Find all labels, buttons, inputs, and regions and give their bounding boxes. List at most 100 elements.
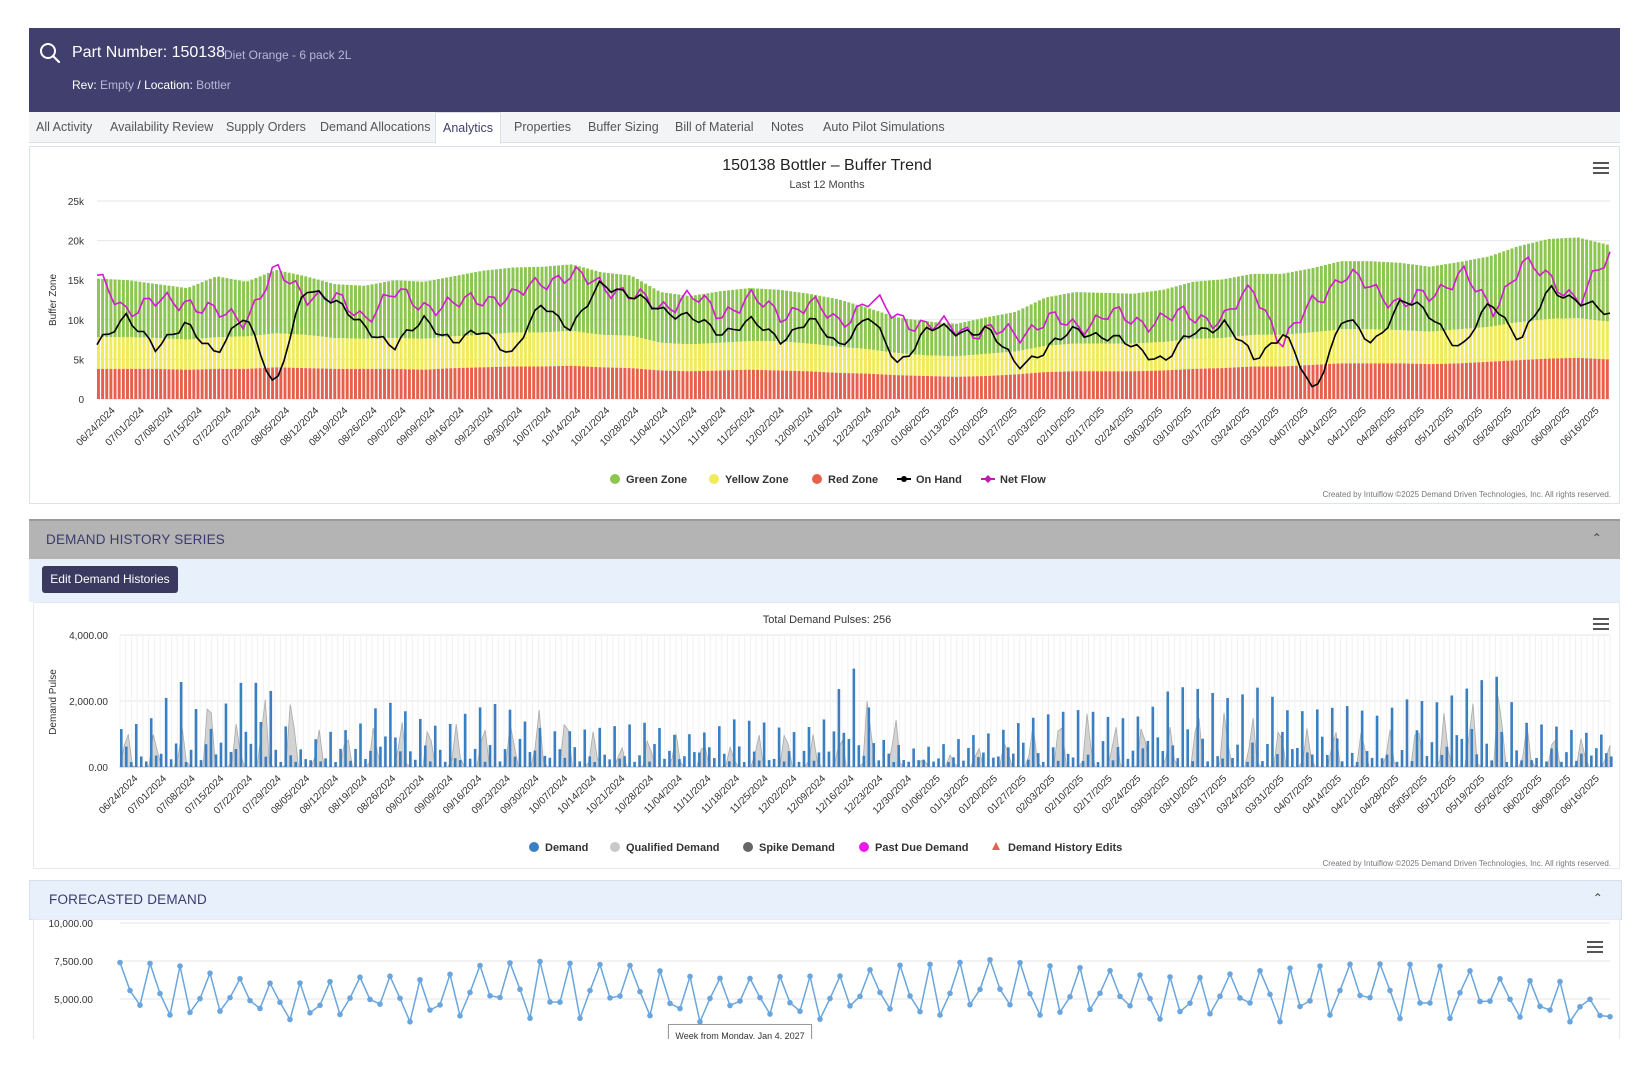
red-zone-bar [1290,365,1294,399]
green-zone-bar [324,281,328,338]
demand-bar [1315,709,1319,767]
green-zone-bar [1493,254,1497,326]
demand-bar [1016,723,1020,767]
tab-buffer-sizing[interactable]: Buffer Sizing [588,120,659,134]
legend-red-zone[interactable]: Red Zone [828,474,878,486]
red-zone-bar [1589,358,1593,399]
red-zone-bar [764,370,768,399]
legend-demand-history-edits[interactable]: Demand History Edits [1008,842,1122,854]
red-zone-bar [1170,370,1174,399]
collapse-chevron-icon[interactable]: ⌃ [1592,891,1603,905]
tab-bill-of-material[interactable]: Bill of Material [675,120,754,134]
tab-all-activity[interactable]: All Activity [36,120,93,134]
red-zone-bar [349,368,353,399]
legend-on-hand[interactable]: On Hand [916,474,962,486]
demand-chart-menu-icon[interactable] [1593,615,1609,633]
yellow-zone-bar [387,338,391,369]
demand-history-section-header[interactable]: DEMAND HISTORY SERIES ⌃ [29,519,1620,559]
red-zone-bar [150,368,154,399]
yellow-zone-bar [1108,343,1112,372]
yellow-zone-bar [300,334,304,369]
tab-availability-review[interactable]: Availability Review [110,120,214,134]
red-zone-bar [1216,368,1220,399]
demand-bar [1380,758,1384,767]
buffer-lines [96,251,1611,388]
demand-bar [120,729,123,767]
green-zone-bar [768,289,772,342]
red-zone-bar [1029,373,1033,399]
legend-yellow-zone[interactable]: Yellow Zone [725,474,789,486]
on-hand-line [96,280,1611,388]
red-zone-bar [1543,358,1547,399]
red-zone-bar [565,365,569,399]
legend-past-due-demand[interactable]: Past Due Demand [875,842,969,854]
legend-green-zone[interactable]: Green Zone [626,474,687,486]
demand-bar [543,755,547,767]
green-zone-bar [1112,293,1116,344]
yellow-zone-bar [424,338,428,370]
red-zone-bar [557,366,561,399]
green-zone-bar [399,280,403,339]
red-zone-bar [1522,359,1526,399]
legend-qualified-demand[interactable]: Qualified Demand [626,842,720,854]
yellow-zone-bar [1282,334,1286,367]
green-zone-bar [1406,263,1410,331]
tab-demand-allocations[interactable]: Demand Allocations [320,120,431,134]
forecast-point [1057,1009,1063,1015]
demand-bar [842,732,846,767]
red-zone-bar [229,368,233,399]
edit-demand-histories-button[interactable]: Edit Demand Histories [42,566,178,593]
red-zone-bar [590,366,594,399]
legend-demand[interactable]: Demand [545,842,588,854]
yellow-zone-bar [1257,334,1261,367]
red-zone-bar [1265,366,1269,399]
yellow-zone-bar [461,335,465,368]
demand-bar [1490,760,1494,767]
demand-bar [1031,717,1035,767]
red-zone-bar [266,367,270,399]
legend-spike-demand[interactable]: Spike Demand [759,842,835,854]
tab-auto-pilot-simulations[interactable]: Auto Pilot Simulations [823,120,945,134]
yellow-zone-bar [142,337,146,369]
red-zone-bar [324,368,328,399]
chart-menu-icon[interactable] [1593,159,1609,177]
demand-bar [548,757,552,767]
tab-supply-orders[interactable]: Supply Orders [226,120,306,134]
green-zone-bar [391,280,395,339]
green-zone-bar [412,281,415,339]
green-zone-bar [934,322,938,356]
tab-analytics[interactable]: Analytics [435,112,502,144]
forecast-point [1607,1013,1613,1020]
legend-net-flow[interactable]: Net Flow [1000,474,1046,486]
red-zone-bar [1112,371,1116,399]
demand-bar [1535,758,1538,767]
yellow-zone-bar [1390,329,1394,364]
red-zone-bar [457,367,461,399]
forecast-point [707,995,713,1002]
demand-bar [1455,735,1459,767]
search-icon[interactable] [39,42,61,69]
red-zone-bar [888,374,892,399]
yellow-zone-bar [1411,330,1414,364]
forecast-point [377,1001,383,1007]
green-zone-bar [1274,273,1278,335]
green-zone-bar [735,289,739,342]
forecast-point [537,958,543,965]
yellow-zone-bar [1104,343,1108,372]
collapse-chevron-icon[interactable]: ⌃ [1591,531,1602,545]
yellow-zone-bar [453,336,457,369]
demand-bar [334,762,337,767]
red-zone-bar [644,369,648,399]
green-zone-bar [1216,279,1220,339]
forecasted-demand-section-header[interactable]: FORECASTED DEMAND ⌃ [29,880,1622,920]
forecast-point [1147,995,1153,1002]
green-zone-bar [544,266,548,333]
demand-bar [468,758,472,767]
yellow-zone-bar [677,343,681,371]
yellow-zone-bar [1319,331,1323,365]
tab-notes[interactable]: Notes [771,120,804,134]
forecast-chart-menu-icon[interactable] [1587,938,1603,956]
yellow-zone-bar [635,337,639,369]
tab-properties[interactable]: Properties [514,120,571,134]
yellow-zone-bar [843,347,847,374]
